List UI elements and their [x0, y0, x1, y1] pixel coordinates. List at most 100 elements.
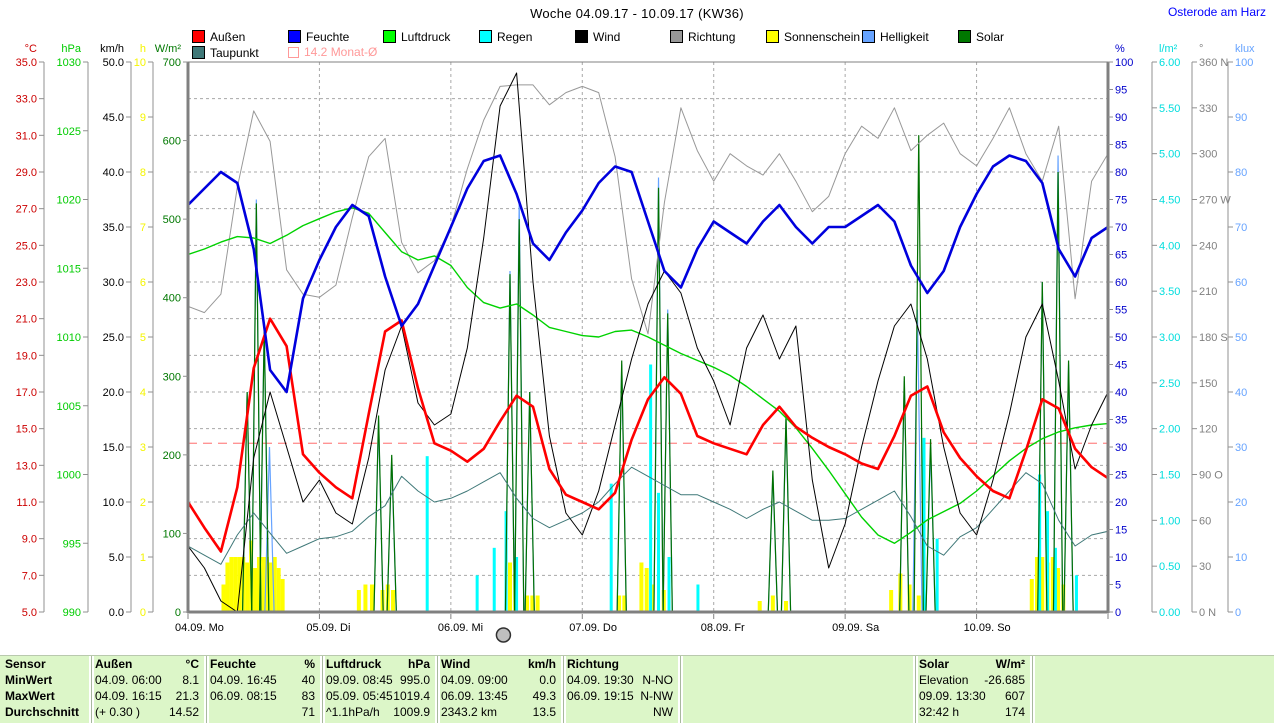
grid — [188, 62, 1108, 612]
cell-value: -26.685 — [984, 673, 1025, 687]
tick-label: 9.0 — [22, 534, 37, 546]
tick-label: 95 — [1115, 85, 1127, 97]
tick-label: 0.0 — [109, 607, 124, 619]
tick-label: 11.0 — [16, 497, 37, 509]
legend-item-feuchte: Feuchte — [288, 30, 349, 44]
axis-title: l/m² — [1159, 43, 1178, 55]
tick-label: 0 — [1235, 607, 1241, 619]
tick-label: 1030 — [57, 57, 81, 69]
cell-text: Luftdruck — [326, 657, 382, 671]
axis-title: % — [1115, 43, 1125, 55]
tick-label: 33.0 — [16, 94, 37, 106]
solar-spike — [386, 454, 397, 612]
legend-label: Luftdruck — [401, 30, 451, 44]
sonnenschein-bar — [525, 595, 530, 612]
day-label: 05.09. Di — [306, 622, 350, 634]
cell-text: ^1.1hPa/h — [326, 705, 380, 719]
sonnenschein-bar — [784, 601, 788, 612]
series-luftdruck — [188, 207, 1108, 544]
tick-label: 19.0 — [16, 350, 37, 362]
tick-label: 3 — [140, 442, 146, 454]
regen-bar — [696, 584, 700, 612]
legend-label: Richtung — [688, 30, 736, 44]
tick-label: 1025 — [57, 126, 81, 138]
tick-label: 360 N — [1199, 57, 1228, 69]
tick-label: 25 — [1115, 470, 1127, 482]
tick-label: 5.0 — [109, 552, 124, 564]
richtung-swatch — [670, 30, 683, 43]
cell-text: Außen — [95, 657, 133, 671]
tick-label: 1010 — [57, 332, 81, 344]
tick-label: 1 — [140, 552, 146, 564]
sonnenschein-bar — [1035, 557, 1040, 612]
tick-label: 30 — [1235, 442, 1247, 454]
regen-bar — [475, 575, 479, 612]
stats-divider — [320, 656, 325, 723]
tick-label: 45.0 — [103, 112, 124, 124]
cell-value: N-NO — [642, 673, 673, 687]
stats-divider — [561, 656, 566, 723]
day-label: 04.09. Mo — [175, 622, 224, 634]
solar-spike — [616, 360, 627, 612]
legend-label: Außen — [210, 30, 246, 44]
tick-label: 20.0 — [103, 387, 124, 399]
helligkeit-spike — [925, 446, 936, 612]
tick-label: 30 — [1199, 561, 1211, 573]
legend-label: Wind — [593, 30, 621, 44]
full-moon-icon — [495, 627, 512, 643]
tick-label: 200 — [163, 450, 181, 462]
stats-row-label: MinWert — [5, 673, 53, 687]
stats-cell: 04.09. 19:30 N-NO — [563, 672, 677, 688]
cell-value: 1009.9 — [393, 705, 430, 719]
stats-col-header: Luftdruck hPa — [322, 656, 434, 672]
axis-title: h — [140, 43, 146, 55]
sonnenschein-bar — [1040, 557, 1045, 612]
sonnenschein-bar — [535, 595, 540, 612]
sonnenschein-bar — [268, 562, 273, 612]
sonnenschein-bar — [229, 557, 234, 612]
tick-label: 75 — [1115, 195, 1127, 207]
tick-label: 7.0 — [22, 570, 37, 582]
tick-label: 25.0 — [103, 332, 124, 344]
sonnenschein-bar — [1029, 579, 1034, 612]
tick-label: 150 — [1199, 378, 1217, 390]
cell-text: Wind — [441, 657, 471, 671]
tick-label: 60 — [1115, 277, 1127, 289]
cell-value: NW — [653, 705, 673, 719]
stats-col-aussen: Außen °C 04.09. 06:00 8.1 04.09. 16:15 21.3 (+… — [91, 656, 203, 723]
tick-label: 4.50 — [1159, 195, 1180, 207]
regen-bar — [492, 547, 496, 612]
legend-item-luftdruck: Luftdruck — [383, 30, 450, 44]
cell-value: 8.1 — [182, 673, 199, 687]
tick-label: 5 — [140, 332, 146, 344]
sonnenschein-bar — [280, 579, 285, 612]
solar-spike — [899, 376, 910, 612]
tick-label: 1000 — [57, 470, 81, 482]
stats-cell: 06.09. 13:45 49.3 — [437, 688, 560, 704]
solar-spike — [925, 439, 936, 612]
cell-text: 06.09. 19:15 — [567, 689, 634, 703]
axis-title: °C — [25, 43, 37, 55]
stats-cell: 09.09. 13:30 607 — [915, 688, 1029, 704]
cell-text: 04.09. 16:45 — [210, 673, 277, 687]
sonnenschein-bar — [253, 568, 258, 612]
luftdruck-swatch — [383, 30, 396, 43]
tick-label: 240 — [1199, 240, 1217, 252]
tick-label: 55 — [1115, 305, 1127, 317]
cell-value: 0.0 — [539, 673, 556, 687]
regen-bar — [425, 456, 429, 612]
cell-value: N-NW — [640, 689, 673, 703]
cell-text: 09.09. 08:45 — [326, 673, 393, 687]
tick-label: 100 — [1235, 57, 1253, 69]
sonnenschein-bar — [264, 557, 269, 612]
regen-bar — [922, 437, 926, 612]
tick-label: 5.00 — [1159, 149, 1180, 161]
tick-label: 5.50 — [1159, 103, 1180, 115]
axis-title: km/h — [100, 43, 124, 55]
day-label: 10.09. So — [964, 622, 1011, 634]
stats-cell: 09.09. 08:45 995.0 — [322, 672, 434, 688]
bars-sonnenschein — [221, 540, 1066, 612]
legend-item-regen: Regen — [479, 30, 532, 44]
cell-text: 05.09. 05:45 — [326, 689, 393, 703]
